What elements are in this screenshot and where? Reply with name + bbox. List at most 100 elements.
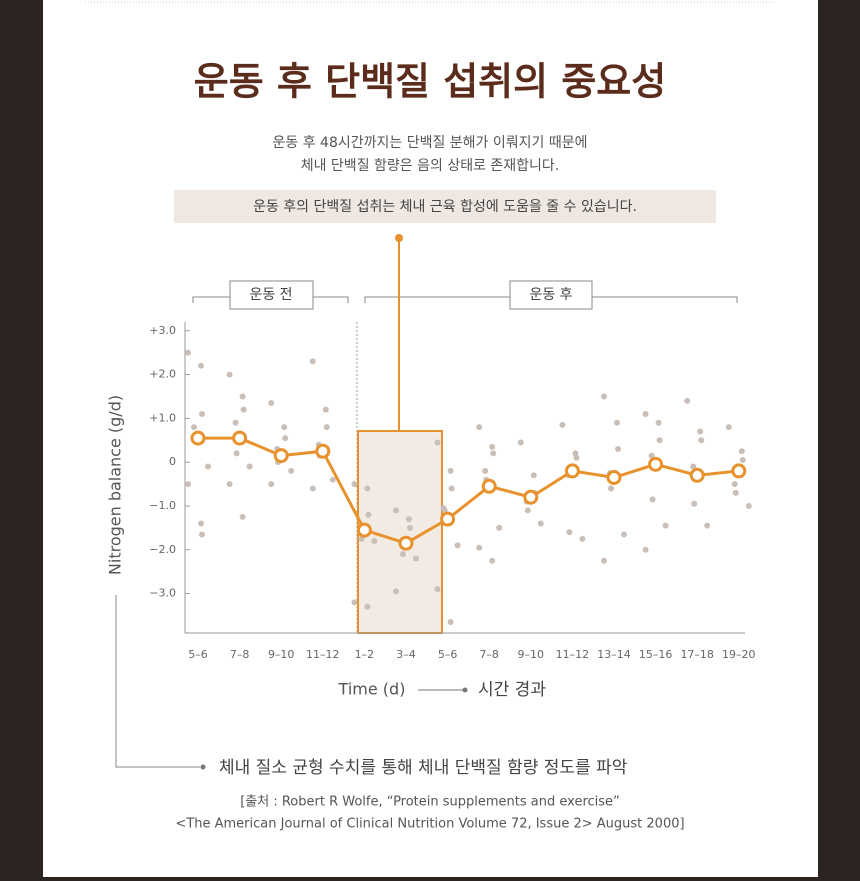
- series-point: [564, 463, 580, 479]
- individual-point: [496, 524, 503, 531]
- individual-point: [351, 599, 358, 606]
- individual-point: [559, 421, 566, 428]
- highlight-box: [174, 190, 716, 223]
- note: 체내 질소 균형 수치를 통해 체내 단백질 함량 정도를 파악: [219, 758, 628, 778]
- individual-point: [309, 485, 316, 492]
- individual-point: [351, 481, 358, 488]
- title: 운동 후 단백질 섭취의 중요성: [194, 60, 666, 104]
- phase-label: 운동 후: [529, 287, 572, 303]
- y-axis-label: Nitrogen balance (g/d): [106, 395, 125, 575]
- individual-point: [476, 544, 483, 551]
- individual-point: [240, 406, 247, 413]
- individual-point: [323, 424, 330, 431]
- x-tick-label: 11–12: [306, 648, 340, 661]
- individual-point: [191, 424, 197, 431]
- subtitle: 체내 단백질 함량은 음의 상태로 존재합니다.: [301, 158, 560, 174]
- individual-point: [662, 522, 669, 529]
- individual-point: [239, 513, 246, 520]
- y-tick-label: +1.0: [149, 411, 176, 424]
- individual-point: [447, 619, 454, 626]
- individual-point: [246, 463, 253, 470]
- individual-point: [656, 437, 663, 444]
- series-point: [648, 456, 664, 472]
- y-tick-label: +2.0: [149, 368, 176, 381]
- individual-point: [365, 511, 372, 518]
- individual-point: [400, 551, 406, 558]
- individual-point: [364, 603, 371, 610]
- phase-box: [229, 280, 314, 310]
- individual-point: [698, 437, 705, 444]
- x-tick-label: 7–8: [230, 648, 250, 661]
- individual-point: [745, 502, 752, 509]
- individual-point: [731, 481, 738, 488]
- individual-point: [329, 476, 336, 483]
- individual-point: [199, 410, 205, 417]
- x-tick-label: 13–14: [597, 648, 631, 661]
- series-point: [232, 430, 248, 446]
- individual-point: [198, 520, 204, 527]
- individual-point: [489, 443, 496, 450]
- individual-point: [371, 538, 378, 545]
- individual-point: [655, 419, 662, 426]
- individual-point: [282, 435, 289, 442]
- source: <The American Journal of Clinical Nutrit…: [175, 817, 684, 832]
- individual-point: [691, 500, 698, 507]
- individual-point: [684, 397, 691, 404]
- individual-point: [490, 450, 497, 457]
- individual-point: [413, 555, 419, 562]
- y-tick-label: −1.0: [149, 499, 176, 512]
- individual-point: [233, 450, 240, 457]
- individual-point: [288, 467, 295, 474]
- individual-point: [232, 419, 239, 426]
- individual-point: [268, 481, 275, 488]
- individual-point: [434, 439, 441, 446]
- series-point: [398, 535, 414, 551]
- phase-box: [509, 280, 593, 310]
- individual-point: [393, 588, 399, 595]
- phase-label: 운동 전: [249, 287, 292, 303]
- series-point: [689, 467, 705, 483]
- y-tick-label: +3.0: [149, 324, 176, 337]
- x-axis-label: Time (d): [338, 680, 406, 699]
- individual-point: [434, 586, 441, 593]
- x-tick-label: 17–18: [680, 648, 714, 661]
- individual-point: [732, 489, 739, 496]
- individual-point: [615, 446, 621, 453]
- series-point: [315, 443, 331, 459]
- series-point: [523, 489, 539, 505]
- individual-point: [185, 349, 191, 356]
- x-tick-label: 15–16: [639, 648, 673, 661]
- x-tick-label: 9–10: [268, 648, 295, 661]
- x-tick-label: 3–4: [396, 648, 416, 661]
- note-dot: [200, 764, 206, 770]
- individual-point: [614, 419, 620, 426]
- x-tick-label: 11–12: [556, 648, 590, 661]
- subtitle: 운동 후 48시간까지는 단백질 분해가 이뤄지기 때문에: [273, 135, 588, 151]
- individual-point: [517, 439, 524, 446]
- individual-point: [226, 371, 233, 378]
- individual-point: [205, 463, 211, 470]
- x-tick-label: 7–8: [479, 648, 499, 661]
- x-tick-label: 9–10: [518, 648, 545, 661]
- individual-point: [725, 424, 732, 431]
- individual-point: [704, 522, 711, 529]
- individual-point: [322, 406, 329, 413]
- individual-point: [642, 410, 649, 417]
- y-tick-label: −3.0: [149, 587, 176, 600]
- individual-point: [579, 535, 586, 542]
- individual-point: [649, 496, 656, 503]
- individual-point: [489, 557, 496, 564]
- individual-point: [621, 531, 627, 538]
- individual-point: [601, 393, 607, 400]
- individual-point: [454, 542, 461, 549]
- individual-point: [648, 452, 655, 459]
- x-tick-label: 5–6: [438, 648, 458, 661]
- individual-point: [309, 358, 316, 365]
- individual-point: [476, 424, 483, 431]
- individual-point: [697, 428, 704, 435]
- series-point: [356, 522, 372, 538]
- y-tick-label: 0: [169, 455, 176, 468]
- individual-point: [407, 524, 413, 531]
